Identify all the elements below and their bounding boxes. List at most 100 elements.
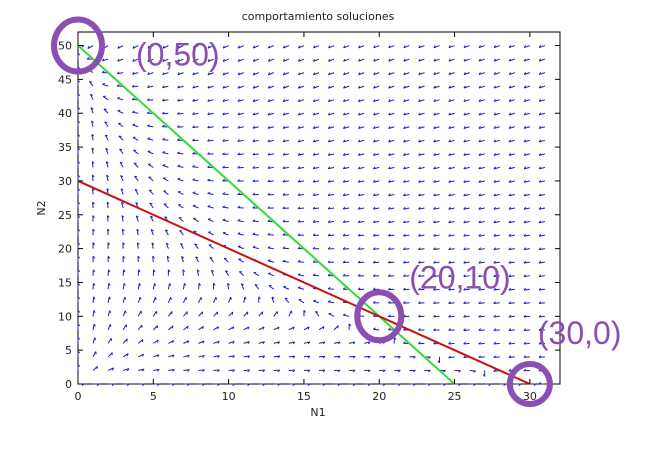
field-arrow — [523, 341, 530, 345]
field-arrow — [523, 287, 530, 291]
field-arrow — [267, 85, 274, 89]
field-arrow — [403, 99, 410, 103]
field-arrow — [77, 310, 80, 317]
field-arrow — [508, 45, 515, 49]
field-arrow — [343, 72, 350, 76]
field-arrow — [168, 325, 174, 331]
field-arrow — [372, 300, 380, 304]
field-arrow — [327, 220, 335, 223]
field-arrow — [132, 45, 139, 49]
field-arrow — [433, 260, 440, 264]
field-arrow — [77, 161, 80, 168]
field-arrow — [523, 328, 530, 331]
field-arrow — [538, 206, 546, 210]
field-arrow — [283, 285, 290, 290]
field-arrow — [327, 126, 335, 129]
field-arrow — [379, 383, 386, 386]
field-arrow — [327, 99, 335, 103]
field-arrow — [463, 220, 470, 224]
field-arrow — [137, 310, 142, 317]
field-arrow — [327, 193, 335, 197]
field-arrow — [177, 164, 184, 168]
field-arrow — [258, 355, 266, 359]
field-arrow — [297, 206, 304, 210]
field-arrow — [523, 85, 531, 89]
field-arrow — [328, 312, 335, 317]
field-arrow — [117, 58, 124, 62]
field-arrow — [122, 324, 128, 331]
field-arrow — [92, 310, 96, 317]
field-arrow — [523, 193, 530, 197]
field-arrow — [237, 152, 244, 156]
field-arrow — [166, 255, 170, 263]
field-arrow — [493, 112, 500, 116]
field-arrow — [508, 58, 515, 62]
field-arrow — [538, 125, 546, 129]
field-arrow — [243, 383, 250, 386]
field-arrow — [177, 151, 184, 155]
field-arrow — [508, 193, 515, 197]
field-arrow — [207, 72, 214, 76]
field-arrow — [282, 166, 289, 170]
field-arrow — [508, 274, 515, 278]
field-arrow — [77, 337, 80, 344]
field-arrow — [312, 233, 320, 237]
field-arrow — [538, 247, 546, 251]
field-arrow — [463, 193, 470, 197]
field-arrow — [358, 72, 365, 76]
field-arrow — [448, 166, 455, 170]
field-arrow — [463, 206, 470, 210]
field-arrow — [433, 247, 440, 251]
field-arrow — [538, 382, 545, 385]
field-arrow — [123, 368, 130, 372]
field-arrow — [162, 98, 169, 102]
field-arrow — [403, 247, 410, 251]
field-arrow — [147, 124, 154, 128]
field-arrow — [373, 327, 380, 331]
field-arrow — [153, 339, 159, 344]
field-arrow — [153, 354, 160, 358]
field-arrow — [312, 246, 320, 250]
field-arrow — [433, 166, 440, 170]
field-arrow — [433, 85, 440, 89]
field-arrow — [357, 260, 365, 264]
field-arrow — [508, 247, 515, 251]
field-arrow — [192, 98, 199, 102]
field-arrow — [342, 260, 350, 264]
field-arrow — [252, 72, 259, 76]
field-arrow — [343, 99, 350, 103]
field-arrow — [237, 58, 244, 62]
field-arrow — [454, 383, 461, 386]
field-arrow — [165, 242, 169, 249]
field-arrow — [183, 369, 190, 372]
field-arrow — [107, 352, 113, 358]
annotation-circle — [354, 289, 405, 344]
field-arrow — [207, 138, 214, 142]
field-arrow — [454, 369, 461, 373]
field-arrow — [482, 370, 486, 377]
field-arrow — [297, 233, 304, 236]
field-arrow — [222, 112, 229, 116]
field-arrow — [162, 111, 169, 115]
field-arrow — [403, 179, 410, 183]
field-arrow — [267, 246, 274, 250]
y-tick-label: 10 — [58, 310, 72, 323]
field-arrow — [152, 296, 157, 303]
field-arrow — [192, 72, 199, 76]
field-arrow — [493, 72, 500, 76]
field-arrow — [267, 259, 274, 263]
field-arrow — [252, 112, 259, 116]
field-arrow — [243, 311, 249, 317]
field-arrow — [77, 188, 80, 195]
field-arrow — [207, 152, 214, 155]
field-arrow — [327, 152, 335, 156]
field-arrow — [478, 314, 485, 318]
field-arrow — [105, 161, 109, 168]
field-arrow — [162, 164, 169, 168]
field-arrow — [357, 193, 365, 197]
field-arrow — [228, 369, 235, 373]
field-arrow — [150, 215, 154, 222]
field-arrow — [284, 297, 290, 304]
field-arrow — [101, 58, 109, 62]
field-arrow — [403, 153, 410, 156]
